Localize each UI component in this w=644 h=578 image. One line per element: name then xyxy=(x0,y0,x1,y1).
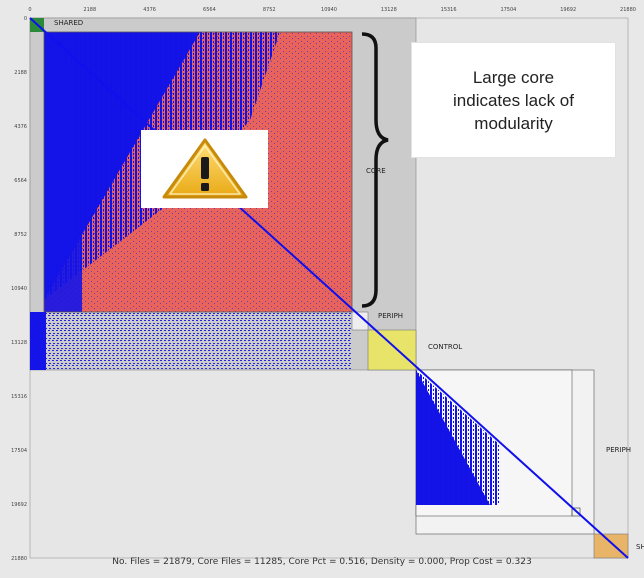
x-tick-label: 21880 xyxy=(620,7,636,13)
periph-small-box xyxy=(571,507,581,517)
y-tick-label: 8752 xyxy=(14,232,27,238)
x-tick-label: 0 xyxy=(28,7,31,13)
label-periph-right: PERIPH xyxy=(606,446,631,454)
warning-icon xyxy=(162,138,247,199)
y-tick-label: 13128 xyxy=(11,340,27,346)
label-periph-top: PERIPH xyxy=(378,312,403,320)
callout-box: Large core indicates lack of modularity xyxy=(411,42,616,158)
warning-panel xyxy=(141,130,268,208)
y-tick-label: 2188 xyxy=(14,70,27,76)
x-tick-label: 13128 xyxy=(381,7,397,13)
x-tick-labels: 0 2188 4376 6564 8752 10940 13128 15316 17504 196… xyxy=(28,7,636,13)
core-left-columns xyxy=(44,32,82,312)
periph-right-sparse xyxy=(416,370,500,505)
periph-rows-left xyxy=(30,312,46,370)
y-tick-label: 21880 xyxy=(11,556,27,562)
y-tick-label: 19692 xyxy=(11,502,27,508)
x-tick-label: 17504 xyxy=(500,7,516,13)
periph-block-top xyxy=(351,311,369,331)
diagonal-line xyxy=(29,17,629,559)
x-tick-label: 2188 xyxy=(83,7,96,13)
label-control: CONTROL xyxy=(428,343,462,351)
label-shared: SHARED xyxy=(54,19,83,27)
control-block xyxy=(367,329,417,371)
callout-line-1: Large core xyxy=(472,67,555,87)
x-tick-label: 8752 xyxy=(263,7,276,13)
x-tick-label: 10940 xyxy=(321,7,337,13)
summary-footer: No. Files = 21879, Core Files = 11285, C… xyxy=(112,557,532,567)
y-tick-label: 6564 xyxy=(14,178,27,184)
y-tick-label: 10940 xyxy=(11,286,27,292)
label-shared-bottom: SH xyxy=(636,543,644,551)
y-tick-label: 0 xyxy=(24,16,27,22)
x-tick-label: 15316 xyxy=(441,7,457,13)
callout-line-2: indicates lack of xyxy=(453,90,574,110)
x-tick-label: 19692 xyxy=(560,7,576,13)
x-tick-label: 6564 xyxy=(203,7,216,13)
y-tick-label: 4376 xyxy=(14,124,27,130)
callout-line-3: modularity xyxy=(474,113,553,133)
y-tick-label: 15316 xyxy=(11,394,27,400)
periph-rows-dependencies xyxy=(30,312,352,370)
label-core: CORE xyxy=(366,167,386,175)
y-tick-labels: 0 2188 4376 6564 8752 10940 13128 15316 17504 196… xyxy=(11,16,27,562)
brace-icon xyxy=(361,32,389,308)
x-tick-label: 4376 xyxy=(143,7,156,13)
y-tick-label: 17504 xyxy=(11,448,27,454)
